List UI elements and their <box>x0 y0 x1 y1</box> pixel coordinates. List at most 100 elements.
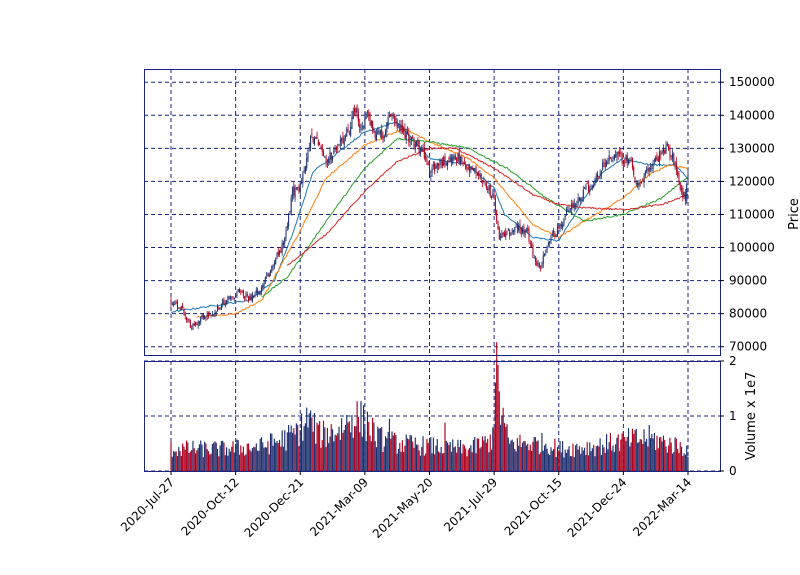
volume-bar <box>275 442 277 471</box>
volume-bar <box>611 450 613 471</box>
candle-body <box>527 227 529 231</box>
candle-body <box>308 146 310 148</box>
candle-body <box>541 264 543 267</box>
candle-body <box>431 168 433 174</box>
volume-bar <box>325 446 327 471</box>
candle-body <box>355 108 357 113</box>
candle-body <box>604 162 606 168</box>
volume-bar <box>364 428 366 471</box>
volume-bar <box>288 425 290 471</box>
candle-body <box>537 262 539 265</box>
candle-body <box>558 227 560 229</box>
candle-body <box>512 230 515 232</box>
candle-body <box>245 294 247 297</box>
candle-body <box>509 230 511 236</box>
volume-bar <box>192 440 194 471</box>
volume-bar <box>638 442 640 471</box>
volume-bar <box>232 441 234 471</box>
candle-body <box>267 273 269 276</box>
volume-bar <box>519 434 521 471</box>
candle-body <box>182 305 184 309</box>
candle-body <box>564 215 566 218</box>
volume-bar <box>677 449 679 471</box>
candle-body <box>276 252 278 259</box>
price-tick-label: 140000 <box>729 108 775 122</box>
volume-bar <box>662 435 665 471</box>
candle-body <box>559 224 561 230</box>
volume-bar <box>414 437 416 471</box>
volume-bar <box>196 450 198 471</box>
volume-bar <box>646 438 648 471</box>
candle-body <box>326 163 328 165</box>
volume-bar <box>363 405 365 471</box>
candle-body <box>391 114 393 117</box>
candle-body <box>529 243 531 244</box>
volume-bar <box>373 422 375 471</box>
candle-body <box>238 289 241 293</box>
volume-bar <box>572 443 574 471</box>
candle-body <box>310 135 312 149</box>
volume-bar <box>668 445 670 471</box>
volume-bar <box>382 451 384 471</box>
volume-bar <box>480 446 482 471</box>
candle-body <box>671 153 674 159</box>
volume-bar <box>374 441 376 471</box>
candle-body <box>666 143 668 147</box>
volume-bar <box>353 425 356 471</box>
candle-body <box>534 258 537 262</box>
volume-bar <box>419 455 422 471</box>
volume-bar <box>541 432 543 471</box>
candle-body <box>215 312 217 314</box>
volume-bar <box>387 431 389 471</box>
candle-body <box>550 236 552 240</box>
volume-bar <box>432 437 434 471</box>
candle-body <box>248 296 250 301</box>
volume-tick-label: 2 <box>729 354 737 368</box>
candle-body <box>562 224 564 228</box>
volume-tick-label: 1 <box>729 409 737 423</box>
candle-body <box>228 297 230 298</box>
volume-bar <box>472 439 475 471</box>
candle-body <box>387 117 389 125</box>
candle-body <box>259 290 261 294</box>
candle-body <box>404 127 406 139</box>
volume-bar <box>458 447 460 471</box>
volume-bar <box>202 457 204 471</box>
candle-body <box>191 328 193 330</box>
candle-body <box>621 152 623 163</box>
candle-body <box>480 173 482 180</box>
candle-body <box>608 155 610 161</box>
candle-body <box>625 155 627 162</box>
candle-body <box>299 184 301 192</box>
volume-bar <box>546 448 548 471</box>
volume-bar <box>418 450 420 471</box>
candle-body <box>425 155 427 160</box>
volume-bar <box>489 434 491 471</box>
candle-body <box>448 161 450 163</box>
volume-bar <box>422 436 424 471</box>
volume-bar <box>197 447 199 471</box>
volume-bar <box>281 430 283 471</box>
candle-body <box>297 187 299 188</box>
candle-body <box>312 136 314 142</box>
volume-bar <box>171 456 173 471</box>
volume-bar <box>563 457 565 471</box>
candle-body <box>346 128 348 137</box>
volume-bar <box>218 456 220 471</box>
candle-body <box>418 142 420 153</box>
candle-body <box>405 133 407 140</box>
volume-bar <box>206 449 208 471</box>
candle-body <box>673 153 675 164</box>
volume-tick-label: 0 <box>729 464 737 478</box>
candle-body <box>242 290 244 297</box>
candle-body <box>294 187 296 198</box>
volume-bar <box>404 445 406 471</box>
volume-bar <box>481 436 484 471</box>
candle-body <box>350 126 352 136</box>
volume-bar <box>317 424 319 471</box>
candle-body <box>500 236 502 238</box>
candle-body <box>524 230 526 235</box>
volume-bar <box>525 445 528 471</box>
candle-body <box>436 163 438 168</box>
volume-bar <box>465 448 467 471</box>
